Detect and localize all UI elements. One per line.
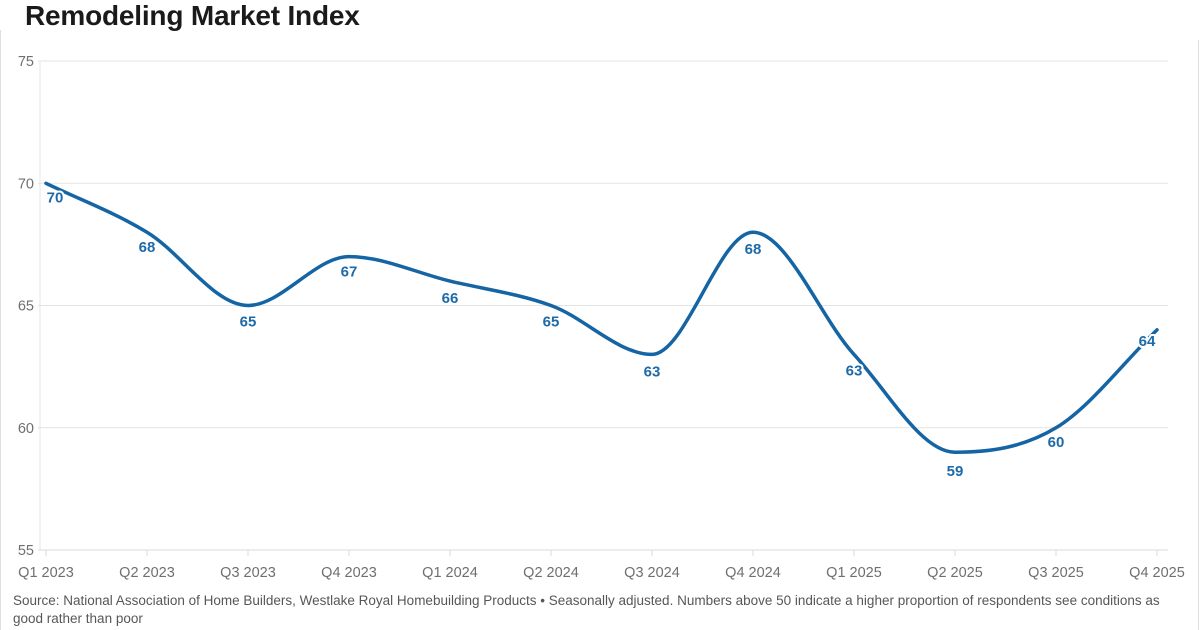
x-tick-label-0: Q1 2023: [18, 565, 74, 581]
value-label-3: 67: [341, 264, 358, 281]
rmi-series-line: [44, 181, 1159, 454]
x-tick-label-10: Q3 2025: [1028, 565, 1084, 581]
x-tick-label-1: Q2 2023: [119, 565, 175, 581]
x-tick-label-3: Q4 2023: [321, 565, 377, 581]
value-label-8: 63: [846, 362, 863, 379]
right-edge-border: [1198, 40, 1199, 630]
x-tick-label-8: Q1 2025: [826, 565, 882, 581]
value-label-0: 70: [47, 189, 64, 206]
y-tick-label-55: 55: [18, 543, 34, 559]
x-tick-label-7: Q4 2024: [725, 565, 781, 581]
x-tick-label-4: Q1 2024: [422, 565, 478, 581]
chart-title: Remodeling Market Index: [25, 0, 360, 31]
value-label-7: 68: [745, 241, 762, 258]
y-tick-label-75: 75: [18, 54, 34, 70]
value-label-5: 65: [543, 314, 560, 331]
value-label-10: 60: [1048, 434, 1065, 451]
y-tick-label-65: 65: [18, 299, 34, 315]
x-tick-label-6: Q3 2024: [624, 565, 680, 581]
x-tick-label-11: Q4 2025: [1129, 565, 1185, 581]
left-edge-border: [0, 30, 1, 630]
x-tick-label-9: Q2 2025: [927, 565, 983, 581]
value-label-11: 64: [1139, 333, 1156, 350]
value-label-9: 59: [947, 463, 964, 480]
x-tick-label-2: Q3 2023: [220, 565, 276, 581]
source-note: Source: National Association of Home Bui…: [13, 593, 1160, 626]
value-label-2: 65: [240, 314, 257, 331]
value-label-1: 68: [139, 239, 156, 256]
y-tick-label-70: 70: [18, 176, 34, 192]
y-tick-label-60: 60: [18, 421, 34, 437]
value-label-4: 66: [442, 290, 459, 307]
value-label-6: 63: [644, 363, 661, 380]
x-tick-label-5: Q2 2024: [523, 565, 579, 581]
